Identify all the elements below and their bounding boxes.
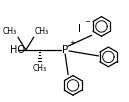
- Text: CH₃: CH₃: [3, 27, 17, 36]
- Text: +: +: [70, 40, 75, 46]
- Text: CH₃: CH₃: [33, 64, 47, 73]
- Text: −: −: [84, 19, 90, 26]
- Text: CH₃: CH₃: [35, 27, 49, 36]
- Text: P: P: [62, 45, 68, 55]
- Text: HO: HO: [10, 45, 25, 55]
- Text: I: I: [78, 24, 81, 34]
